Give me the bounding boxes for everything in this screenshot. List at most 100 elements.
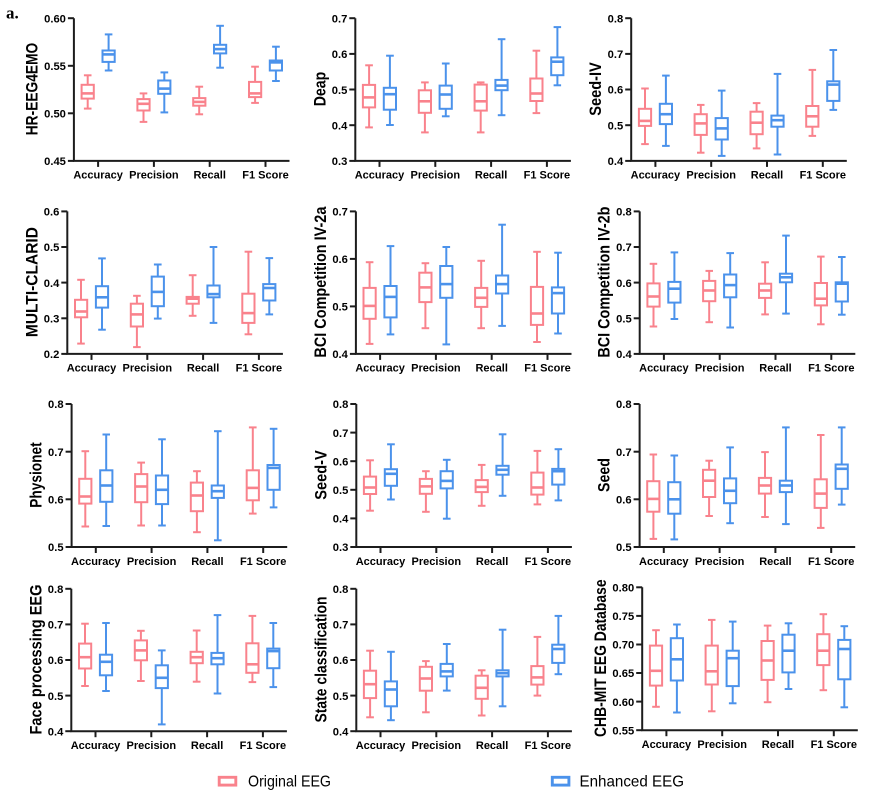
svg-text:F1 Score: F1 Score xyxy=(236,363,282,375)
svg-text:Precision: Precision xyxy=(412,740,462,752)
svg-text:F1 Score: F1 Score xyxy=(242,170,288,182)
svg-text:BCI Competition IV-2b: BCI Competition IV-2b xyxy=(595,207,614,358)
svg-text:Recall: Recall xyxy=(476,556,508,568)
svg-text:0.75: 0.75 xyxy=(612,611,634,623)
svg-text:Accuracy: Accuracy xyxy=(356,556,406,568)
svg-text:Deap: Deap xyxy=(310,72,329,107)
svg-text:Precision: Precision xyxy=(127,740,177,752)
svg-text:Recall: Recall xyxy=(193,170,225,182)
svg-text:Accuracy: Accuracy xyxy=(73,170,123,182)
svg-text:Precision: Precision xyxy=(411,170,461,182)
svg-text:0.6: 0.6 xyxy=(44,207,60,219)
svg-text:0.70: 0.70 xyxy=(612,640,634,652)
svg-text:0.6: 0.6 xyxy=(332,49,348,61)
svg-text:0.7: 0.7 xyxy=(333,620,349,632)
svg-text:F1 Score: F1 Score xyxy=(240,556,286,568)
svg-text:Recall: Recall xyxy=(759,556,791,568)
svg-text:BCI Competition IV-2a: BCI Competition IV-2a xyxy=(311,206,330,357)
svg-text:0.7: 0.7 xyxy=(616,242,632,254)
svg-text:Accuracy: Accuracy xyxy=(642,739,692,751)
svg-text:0.7: 0.7 xyxy=(333,428,349,440)
svg-text:Recall: Recall xyxy=(762,739,794,751)
svg-text:0.8: 0.8 xyxy=(616,207,632,219)
svg-text:0.6: 0.6 xyxy=(608,85,624,97)
svg-text:0.5: 0.5 xyxy=(333,691,349,703)
svg-text:0.60: 0.60 xyxy=(44,13,66,25)
svg-text:0.2: 0.2 xyxy=(44,349,60,361)
svg-text:0.4: 0.4 xyxy=(332,349,348,361)
svg-text:Recall: Recall xyxy=(759,363,791,375)
svg-text:Accuracy: Accuracy xyxy=(71,556,121,568)
svg-text:HR-EEG4EMO: HR-EEG4EMO xyxy=(23,43,42,136)
svg-text:Recall: Recall xyxy=(475,170,507,182)
svg-text:0.7: 0.7 xyxy=(332,207,348,219)
svg-text:0.4: 0.4 xyxy=(333,514,349,526)
svg-text:0.5: 0.5 xyxy=(48,542,64,554)
svg-text:F1 Score: F1 Score xyxy=(525,556,571,568)
svg-text:Precision: Precision xyxy=(123,363,173,375)
svg-text:0.3: 0.3 xyxy=(44,314,60,326)
svg-text:0.7: 0.7 xyxy=(48,447,64,459)
svg-text:F1 Score: F1 Score xyxy=(524,170,570,182)
svg-text:0.55: 0.55 xyxy=(44,61,66,73)
svg-text:0.45: 0.45 xyxy=(44,156,66,168)
svg-text:Recall: Recall xyxy=(187,363,219,375)
svg-text:Precision: Precision xyxy=(697,739,747,751)
svg-text:0.7: 0.7 xyxy=(608,49,624,61)
svg-text:0.7: 0.7 xyxy=(616,447,632,459)
svg-text:Precision: Precision xyxy=(695,363,745,375)
svg-text:0.4: 0.4 xyxy=(48,726,64,738)
svg-text:Seed-V: Seed-V xyxy=(311,450,330,500)
svg-text:0.6: 0.6 xyxy=(48,655,64,667)
svg-text:Precision: Precision xyxy=(686,170,736,182)
svg-text:Accuracy: Accuracy xyxy=(355,170,405,182)
svg-text:F1 Score: F1 Score xyxy=(811,739,857,751)
svg-text:Accuracy: Accuracy xyxy=(631,170,681,182)
svg-text:Seed: Seed xyxy=(595,458,614,492)
svg-text:0.8: 0.8 xyxy=(48,399,64,411)
svg-text:Enhanced EEG: Enhanced EEG xyxy=(580,774,685,791)
svg-text:0.4: 0.4 xyxy=(332,120,348,132)
svg-text:0.5: 0.5 xyxy=(333,485,349,497)
svg-text:F1 Score: F1 Score xyxy=(808,556,854,568)
svg-text:0.5: 0.5 xyxy=(332,85,348,97)
svg-text:Recall: Recall xyxy=(751,170,783,182)
svg-text:a.: a. xyxy=(6,4,19,23)
svg-text:F1 Score: F1 Score xyxy=(240,740,286,752)
svg-text:Precision: Precision xyxy=(127,556,177,568)
svg-text:Accuracy: Accuracy xyxy=(356,740,406,752)
svg-text:0.6: 0.6 xyxy=(616,278,632,290)
svg-text:Accuracy: Accuracy xyxy=(355,363,405,375)
svg-text:0.4: 0.4 xyxy=(333,726,349,738)
svg-text:0.6: 0.6 xyxy=(333,456,349,468)
svg-text:0.8: 0.8 xyxy=(616,399,632,411)
svg-text:0.4: 0.4 xyxy=(44,278,60,290)
svg-text:State classification: State classification xyxy=(311,597,330,723)
svg-text:0.4: 0.4 xyxy=(616,349,632,361)
svg-text:Face processing EEG: Face processing EEG xyxy=(26,585,45,735)
svg-text:0.6: 0.6 xyxy=(332,254,348,266)
svg-text:Recall: Recall xyxy=(476,740,508,752)
svg-text:0.8: 0.8 xyxy=(608,13,624,25)
svg-text:Precision: Precision xyxy=(412,556,462,568)
svg-text:Recall: Recall xyxy=(191,740,223,752)
svg-text:0.8: 0.8 xyxy=(333,584,349,596)
svg-text:0.6: 0.6 xyxy=(48,495,64,507)
svg-text:0.5: 0.5 xyxy=(44,242,60,254)
svg-text:0.50: 0.50 xyxy=(44,109,66,121)
svg-text:Recall: Recall xyxy=(475,363,507,375)
svg-text:F1 Score: F1 Score xyxy=(808,363,854,375)
svg-text:0.5: 0.5 xyxy=(48,691,64,703)
svg-text:Accuracy: Accuracy xyxy=(71,740,121,752)
svg-text:0.7: 0.7 xyxy=(332,13,348,25)
svg-text:0.5: 0.5 xyxy=(616,314,632,326)
svg-text:0.3: 0.3 xyxy=(333,542,349,554)
svg-text:0.4: 0.4 xyxy=(608,156,624,168)
svg-text:0.5: 0.5 xyxy=(616,542,632,554)
svg-text:Physionet: Physionet xyxy=(27,442,46,508)
svg-text:Seed-IV: Seed-IV xyxy=(586,62,605,116)
svg-text:0.5: 0.5 xyxy=(332,302,348,314)
svg-text:Precision: Precision xyxy=(411,363,461,375)
svg-text:0.55: 0.55 xyxy=(612,725,634,737)
svg-text:F1 Score: F1 Score xyxy=(525,740,571,752)
